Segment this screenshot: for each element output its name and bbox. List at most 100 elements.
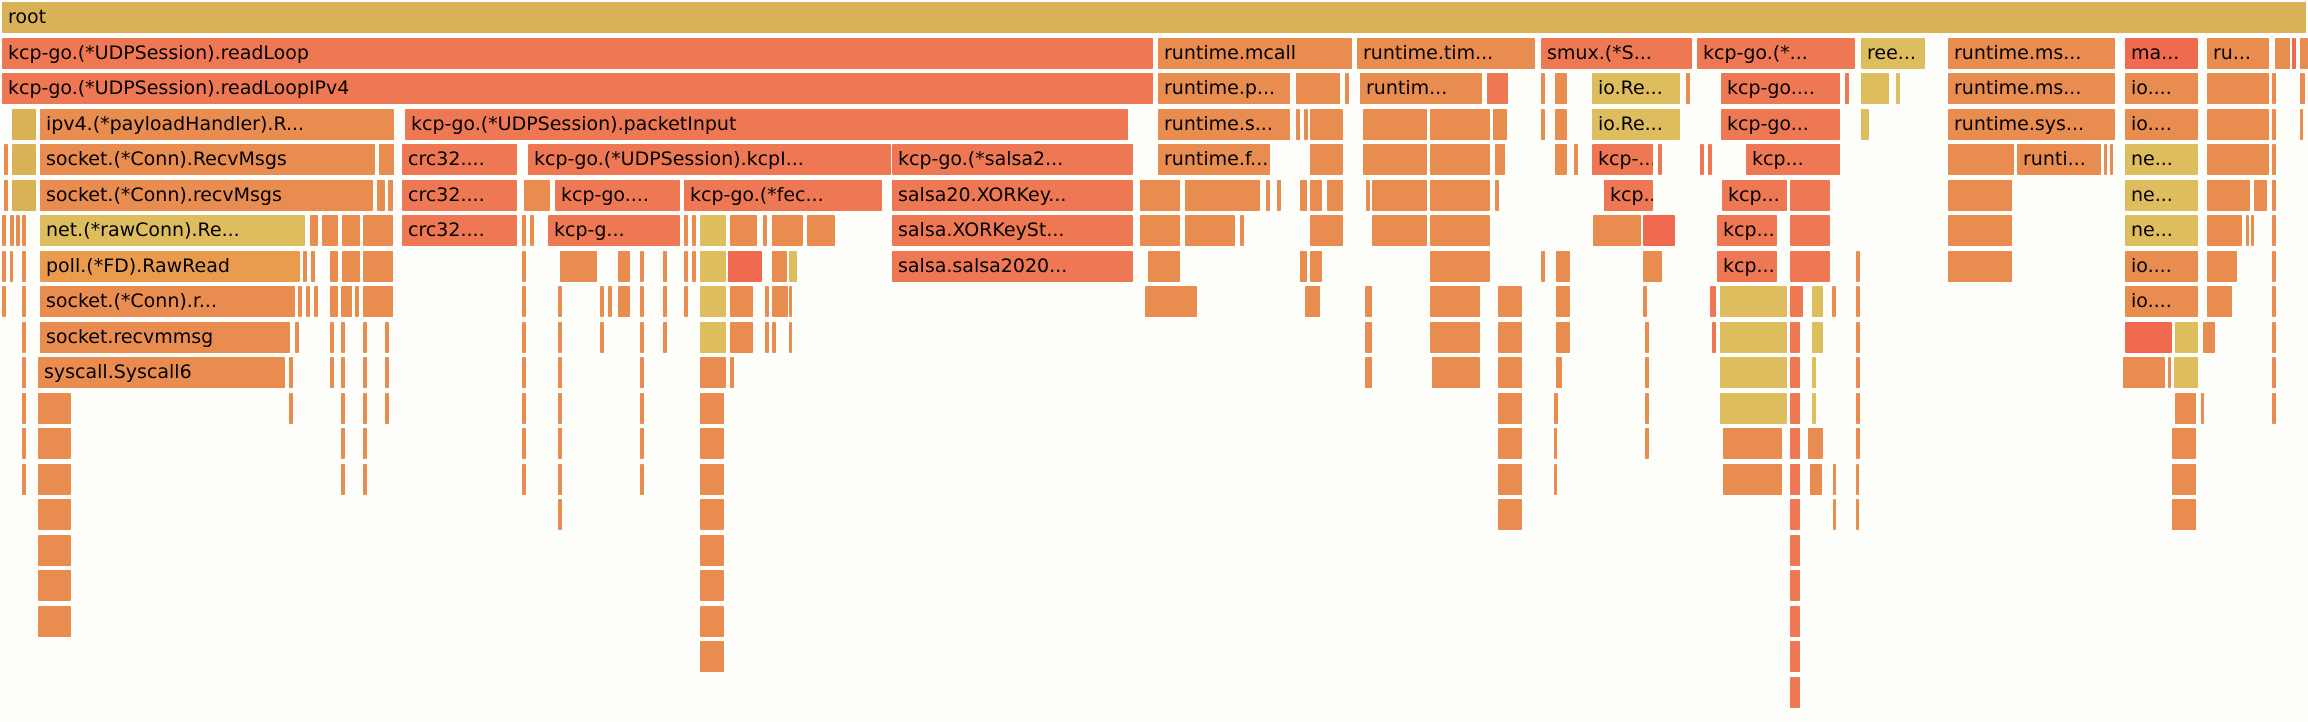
flame-frame[interactable] [2272, 109, 2276, 140]
flame-frame-socket-conn-r[interactable]: socket.(*Conn).r... [40, 286, 295, 317]
flame-frame-crc32[interactable]: crc32.... [402, 144, 517, 175]
flame-frame[interactable] [1430, 251, 1490, 282]
flame-frame[interactable] [608, 286, 612, 317]
flame-frame-io[interactable]: io.... [2125, 109, 2198, 140]
flame-frame[interactable] [1790, 286, 1803, 317]
flame-frame[interactable] [789, 286, 792, 317]
flame-frame[interactable] [1498, 357, 1522, 388]
flame-frame[interactable] [388, 180, 393, 211]
flame-frame[interactable] [2172, 464, 2196, 495]
flame-frame[interactable] [12, 109, 36, 140]
flame-frame[interactable] [1643, 251, 1662, 282]
flame-frame[interactable] [385, 393, 389, 424]
flame-frame-runtime-sys[interactable]: runtime.sys... [1948, 109, 2115, 140]
flame-frame[interactable] [2300, 109, 2303, 140]
flame-frame[interactable] [2246, 215, 2249, 246]
flame-frame[interactable] [38, 428, 71, 459]
flame-frame[interactable] [522, 393, 526, 424]
flame-frame-runtime-p[interactable]: runtime.p... [1158, 73, 1290, 104]
flame-frame[interactable] [1296, 109, 1300, 140]
flame-frame[interactable] [2292, 38, 2296, 69]
flame-frame-io-re[interactable]: io.Re... [1592, 109, 1680, 140]
flame-frame[interactable] [1300, 251, 1307, 282]
flame-frame[interactable] [730, 322, 753, 353]
flame-frame[interactable] [2272, 180, 2276, 211]
flame-frame[interactable] [289, 393, 293, 424]
flame-frame[interactable] [377, 180, 385, 211]
flame-frame[interactable] [363, 464, 367, 495]
flame-frame[interactable] [1541, 109, 1545, 140]
flame-frame[interactable] [1277, 180, 1281, 211]
flame-frame[interactable] [1495, 144, 1505, 175]
flame-frame-kcp-go[interactable]: kcp-go.... [555, 180, 680, 211]
flame-frame-io[interactable]: io.... [2125, 73, 2198, 104]
flame-frame-runtime-ms[interactable]: runtime.ms... [1948, 38, 2115, 69]
flame-frame[interactable] [1723, 428, 1782, 459]
flame-frame[interactable] [2104, 144, 2107, 175]
flame-frame[interactable] [772, 215, 803, 246]
flame-frame[interactable] [2172, 499, 2196, 530]
flame-frame[interactable] [700, 215, 726, 246]
flame-frame[interactable] [1304, 109, 1308, 140]
flame-frame-ma[interactable]: ma... [2125, 38, 2198, 69]
flame-frame[interactable] [310, 215, 318, 246]
flame-frame-runtime-mcall[interactable]: runtime.mcall [1158, 38, 1352, 69]
flame-frame[interactable] [22, 357, 26, 388]
flame-frame[interactable] [289, 357, 293, 388]
flame-frame[interactable] [522, 357, 526, 388]
flame-frame[interactable] [341, 286, 352, 317]
flame-frame[interactable] [700, 606, 724, 637]
flame-frame[interactable] [1790, 499, 1800, 530]
flame-frame[interactable] [1720, 286, 1787, 317]
flame-frame-kcp-go-udpsession-readloop[interactable]: kcp-go.(*UDPSession).readLoop [2, 38, 1153, 69]
flame-frame[interactable] [1790, 357, 1800, 388]
flame-frame[interactable] [1833, 464, 1836, 495]
flame-frame[interactable] [1365, 286, 1372, 317]
flame-frame[interactable] [663, 322, 667, 353]
flame-frame[interactable] [530, 215, 534, 246]
flame-frame[interactable] [522, 251, 526, 282]
flame-frame[interactable] [1790, 428, 1800, 459]
flame-frame[interactable] [1310, 109, 1343, 140]
flame-frame[interactable] [640, 428, 644, 459]
flame-frame[interactable] [22, 428, 26, 459]
flame-frame[interactable] [558, 428, 562, 459]
flame-frame[interactable] [558, 464, 562, 495]
flame-frame[interactable] [1720, 357, 1787, 388]
flame-frame[interactable] [1430, 286, 1480, 317]
flame-frame[interactable] [2207, 73, 2269, 104]
flame-frame-syscall-syscall6[interactable]: syscall.Syscall6 [38, 357, 285, 388]
flame-frame[interactable] [1643, 286, 1647, 317]
flame-frame[interactable] [2207, 144, 2269, 175]
flame-frame[interactable] [1790, 464, 1800, 495]
flame-frame[interactable] [700, 322, 726, 353]
flame-frame[interactable] [1643, 215, 1675, 246]
flame-frame[interactable] [692, 215, 696, 246]
flame-frame-crc32[interactable]: crc32.... [402, 215, 517, 246]
flame-frame-kcp[interactable]: kcp... [1746, 144, 1840, 175]
flame-frame[interactable] [600, 286, 604, 317]
flame-frame-kcp-go[interactable]: kcp-go.(*... [1697, 38, 1855, 69]
flame-frame-net-rawconn-re[interactable]: net.(*rawConn).Re... [40, 215, 305, 246]
flame-frame[interactable] [330, 251, 338, 282]
flame-frame[interactable] [2272, 144, 2276, 175]
flame-frame[interactable] [1645, 322, 1649, 353]
flame-frame[interactable] [1430, 180, 1490, 211]
flame-frame[interactable] [1430, 109, 1490, 140]
flame-frame-ne[interactable]: ne... [2125, 180, 2198, 211]
flame-frame[interactable] [38, 535, 71, 566]
flame-frame[interactable] [1948, 251, 2012, 282]
flame-frame[interactable] [2201, 393, 2204, 424]
flame-frame[interactable] [4, 180, 8, 211]
flame-frame[interactable] [1327, 180, 1343, 211]
flame-frame[interactable] [1856, 499, 1859, 530]
flame-frame-kcp-go[interactable]: kcp-go.... [1721, 73, 1840, 104]
flame-frame[interactable] [1498, 393, 1522, 424]
flame-frame[interactable] [1487, 73, 1508, 104]
flame-frame[interactable] [341, 428, 345, 459]
flame-frame[interactable] [2207, 109, 2269, 140]
flame-frame[interactable] [1808, 428, 1823, 459]
flame-frame[interactable] [1310, 215, 1343, 246]
flame-frame[interactable] [385, 322, 389, 353]
flame-frame[interactable] [363, 215, 393, 246]
